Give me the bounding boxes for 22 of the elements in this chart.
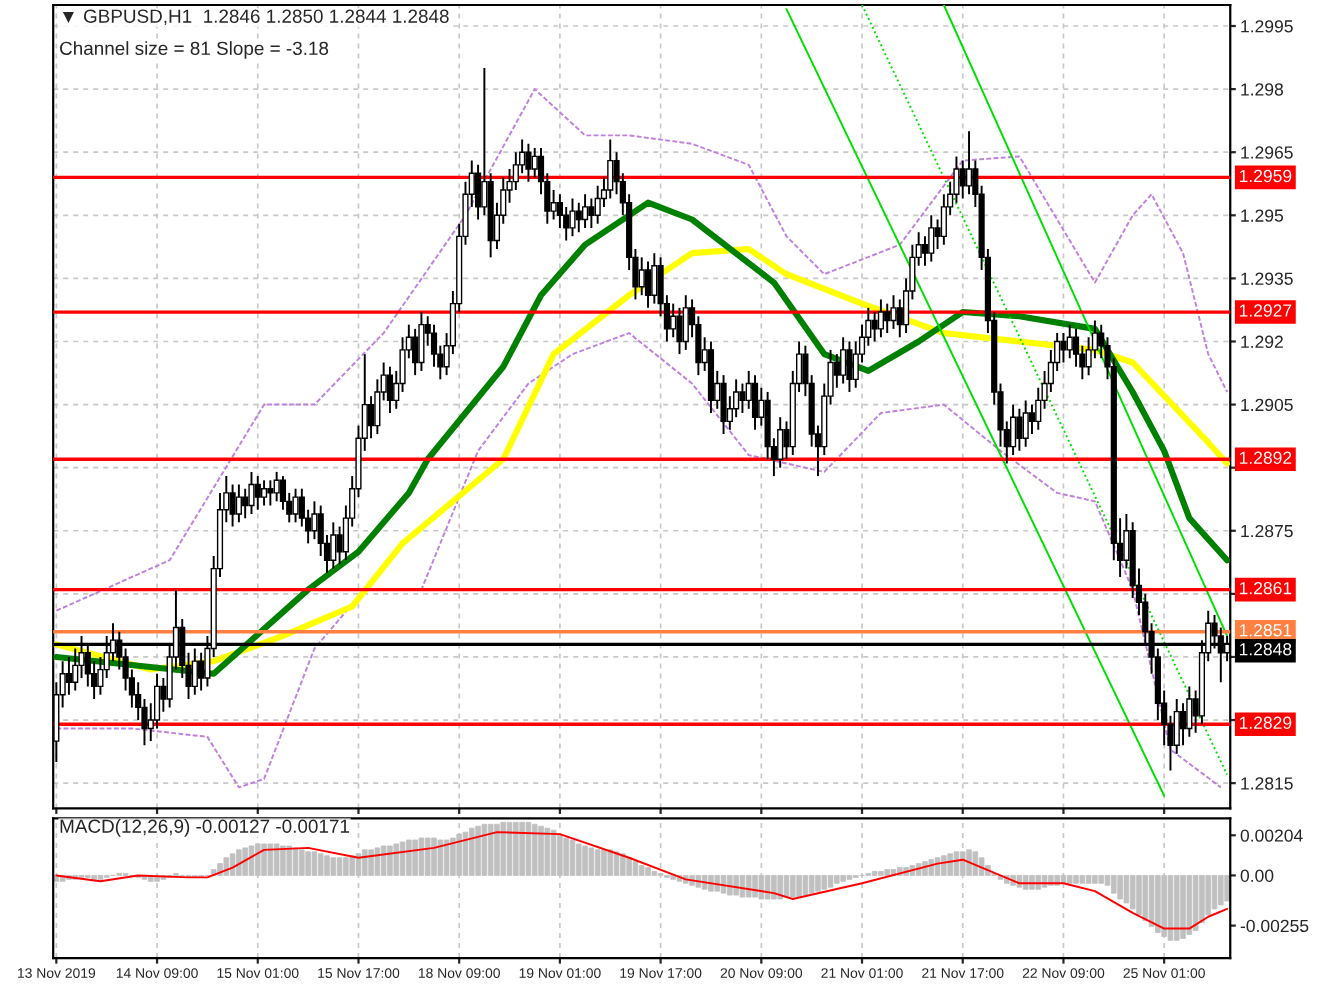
y-tick-label: 1.295: [1241, 209, 1284, 222]
ref-line-label: 1.2892: [1239, 451, 1292, 464]
y-tick-label: 1.2875: [1241, 524, 1293, 538]
ref-line-label: 1.2848: [1239, 643, 1292, 656]
y-tick-label: 0.00204: [1240, 829, 1303, 842]
y-tick-label: 1.2815: [1241, 777, 1293, 790]
chart-title: MACD(12,26,9) -0.00127 -0.00171: [60, 819, 350, 837]
text: Channel size = 81 Slope = -3.18: [60, 41, 329, 59]
y-tick-label: 1.298: [1241, 83, 1283, 96]
ref-line-label: 1.2959: [1239, 169, 1292, 183]
ref-line-label: 1.2851: [1239, 624, 1292, 637]
y-tick-label: 1.2995: [1241, 20, 1293, 33]
ref-line-label: 1.2829: [1239, 716, 1292, 729]
chart-title: ▼ GBPUSD,H1 1.2846 1.2850 1.2844 1.2848: [62, 9, 449, 26]
y-tick-label: 1.292: [1241, 335, 1283, 348]
y-tick-label: 1.2965: [1241, 146, 1293, 159]
y-tick-label: 1.2905: [1241, 398, 1293, 412]
y-tick-label: -0.00255: [1240, 919, 1309, 933]
y-tick-label: 1.2935: [1241, 272, 1293, 285]
y-tick-label: 0.00: [1240, 869, 1274, 882]
ref-line-label: 1.2861: [1239, 581, 1292, 595]
ref-line-label: 1.2927: [1239, 304, 1292, 317]
